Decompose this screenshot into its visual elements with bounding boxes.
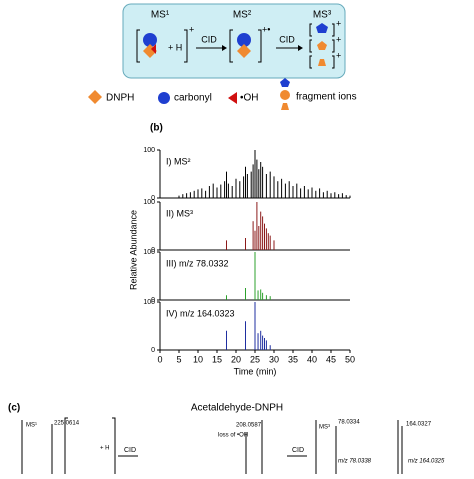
- fragment-label: m/z 164.0325: [408, 459, 445, 465]
- fragment-icon: [316, 23, 328, 33]
- y-tick-label: 0: [151, 247, 155, 254]
- charge: +: [336, 18, 341, 28]
- stage: MS³: [313, 10, 332, 21]
- y-tick-label: 100: [143, 249, 155, 256]
- x-tick-label: 30: [269, 354, 279, 364]
- x-tick-label: 35: [288, 354, 298, 364]
- x-tick-label: 45: [326, 354, 336, 364]
- panel-label: (c): [8, 403, 20, 414]
- x-tick-label: 15: [212, 354, 222, 364]
- carbonyl-icon: [143, 33, 157, 47]
- legend-label: fragment ions: [296, 92, 357, 103]
- cid-label: CID: [292, 447, 304, 454]
- h-label: + H: [168, 42, 182, 52]
- peak-label: 164.0327: [406, 422, 432, 428]
- x-tick-label: 10: [193, 354, 203, 364]
- series-label: III) m/z 78.0332: [166, 258, 229, 268]
- arrow-head: [298, 45, 303, 51]
- cid-label: CID: [201, 34, 217, 44]
- y-tick-label: 100: [143, 299, 155, 306]
- bracket: [309, 23, 335, 69]
- legend-icon: [280, 78, 290, 87]
- note: loss of •OH: [218, 433, 248, 439]
- legend-icon: [280, 90, 290, 100]
- carbonyl-icon: [237, 33, 251, 47]
- fragment-label: m/z 78.0338: [338, 459, 372, 465]
- panel-c: (c) Acetaldehyde-DNPH MS¹ 225.0614 + H C…: [8, 403, 445, 474]
- series-label: IV) m/z 164.0323: [166, 308, 235, 318]
- y-tick-label: 0: [151, 297, 155, 304]
- x-tick-label: 20: [231, 354, 241, 364]
- oh-icon: [151, 44, 156, 54]
- peak-label: 78.0334: [338, 420, 360, 426]
- spectrum-label: MS³: [319, 425, 330, 431]
- bracket: [64, 417, 116, 474]
- charge: +•: [262, 24, 270, 34]
- panel-title: Acetaldehyde-DNPH: [191, 403, 283, 414]
- stage: MS¹: [151, 10, 170, 21]
- legend-label: DNPH: [106, 93, 134, 104]
- y-axis-label: Relative Abundance: [128, 210, 138, 290]
- series-label: I) MS²: [166, 156, 191, 166]
- y-tick-label: 100: [143, 199, 155, 206]
- legend-icon: [158, 92, 170, 104]
- legend-icon: [228, 92, 237, 104]
- charge: +: [336, 34, 341, 44]
- x-tick-label: 40: [307, 354, 317, 364]
- h-label: + H: [100, 446, 110, 452]
- y-tick-label: 0: [151, 195, 155, 202]
- legend-label: carbonyl: [174, 93, 212, 104]
- x-axis-label: Time (min): [234, 366, 277, 376]
- cid-label: CID: [279, 34, 295, 44]
- x-tick-label: 50: [345, 354, 355, 364]
- cid-label: CID: [124, 447, 136, 454]
- charge: +: [189, 24, 194, 34]
- peak-label: 225.0614: [54, 421, 80, 427]
- charge: +: [336, 50, 341, 60]
- fragment-icon: [318, 59, 326, 66]
- peak-label: 208.0587: [236, 423, 262, 429]
- fragment-icon: [317, 41, 327, 50]
- bracket: [229, 29, 262, 63]
- x-tick-label: 5: [176, 354, 181, 364]
- legend-label: •OH: [240, 93, 259, 104]
- stage: MS²: [233, 10, 252, 21]
- legend-icon: [281, 103, 289, 110]
- y-tick-label: 0: [151, 347, 155, 354]
- legend-icon: [88, 90, 102, 104]
- panel-label: (b): [150, 123, 163, 134]
- y-tick-label: 100: [143, 147, 155, 154]
- series-label: II) MS³: [166, 208, 193, 218]
- bracket: [136, 29, 188, 63]
- arrow-head: [222, 45, 227, 51]
- dnph-icon: [237, 44, 251, 58]
- spectrum-label: MS¹: [26, 423, 37, 429]
- scheme-box: [122, 3, 346, 79]
- x-tick-label: 25: [250, 354, 260, 364]
- x-tick-label: 0: [157, 354, 162, 364]
